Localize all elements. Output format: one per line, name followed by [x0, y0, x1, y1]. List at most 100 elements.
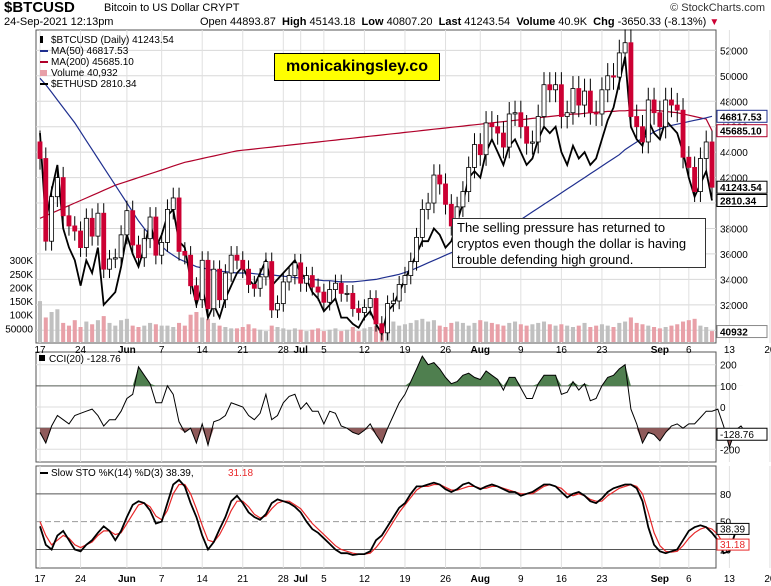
- candle-body: [298, 262, 304, 284]
- volume-bar: [194, 312, 199, 342]
- candle-body: [419, 209, 425, 238]
- candle-body: [315, 286, 321, 293]
- candle-body: [593, 112, 599, 115]
- x-tick-label-top: 7: [159, 345, 165, 356]
- symbol-title: $BTCUSD: [4, 0, 75, 16]
- volume-bar: [646, 325, 651, 342]
- volume-bar: [426, 321, 431, 342]
- candle-body: [211, 268, 217, 310]
- volume-bar: [373, 325, 379, 342]
- price-value-tag-label: 46817.53: [720, 112, 762, 123]
- candle-body: [275, 303, 280, 311]
- candle-body: [692, 167, 698, 192]
- candle-body: [541, 84, 547, 117]
- price-value-tag: [716, 109, 768, 123]
- x-tick-label-top: 19: [399, 345, 411, 356]
- volume-bar: [704, 327, 709, 342]
- volume-bar: [437, 325, 442, 342]
- x-tick-label-bottom: 28: [278, 574, 290, 585]
- candle-body: [686, 156, 692, 168]
- price-value-tag: [716, 124, 768, 138]
- candle-body: [286, 275, 292, 283]
- x-tick-label-bottom: 17: [34, 574, 46, 585]
- candle-body: [408, 261, 414, 276]
- cci-y-tick: 0: [720, 403, 726, 414]
- candle-body: [107, 258, 112, 270]
- chg-label: Chg: [593, 16, 615, 28]
- candle-body: [396, 284, 402, 302]
- candle-body: [205, 259, 211, 310]
- volume-bar: [686, 320, 691, 342]
- volume-bar: [246, 324, 251, 342]
- x-tick-label-top: 24: [75, 345, 87, 356]
- volume-bar: [165, 325, 170, 342]
- candle-body: [448, 203, 454, 227]
- x-tick-label-top: 6: [686, 345, 692, 356]
- sto-title: Slow STO %K(14) %D(3) 38.39,: [51, 468, 194, 479]
- annotation-note: The selling pressure has returned to cry…: [452, 218, 706, 268]
- candle-body: [222, 272, 228, 301]
- x-tick-label-bottom: 9: [518, 574, 524, 585]
- last-label: Last: [438, 16, 462, 28]
- volume-bar: [605, 325, 610, 342]
- volume-bar: [37, 301, 43, 342]
- volume-bar: [113, 325, 118, 342]
- volume-bar: [177, 322, 182, 342]
- volume-bar: [223, 327, 228, 342]
- x-tick-label-bottom: 14: [197, 574, 209, 585]
- volume-bar: [252, 328, 257, 342]
- x-tick-label-top: Jun: [118, 345, 136, 356]
- volume-bar: [576, 325, 581, 342]
- low-label: Low: [361, 16, 384, 28]
- volume-bar: [669, 325, 674, 342]
- sto-y-tick: 20: [720, 545, 732, 556]
- candle-body: [95, 212, 101, 237]
- volume-bar: [709, 331, 715, 342]
- volume-bar: [588, 327, 593, 342]
- candle-body: [524, 126, 530, 144]
- volume-bar: [345, 329, 350, 342]
- volume-bar: [240, 327, 245, 342]
- sto-value-tag: [716, 522, 750, 535]
- volume-bar: [310, 329, 315, 342]
- volume-bar: [420, 318, 425, 342]
- candle-body: [60, 177, 66, 217]
- candle-body: [379, 323, 385, 334]
- volume-bar: [460, 322, 465, 342]
- last-value: 41243.54: [464, 16, 511, 28]
- candle-body: [558, 84, 564, 117]
- candle-body: [634, 116, 640, 128]
- candle-body: [535, 116, 541, 143]
- candle-body: [234, 254, 240, 261]
- cci-y-tick: 200: [720, 361, 737, 372]
- volume-bar: [397, 325, 402, 342]
- volume-bar: [229, 328, 234, 342]
- volume-bar: [119, 320, 124, 342]
- x-tick-label-bottom: 7: [159, 574, 165, 585]
- price-y-tick: 32000: [720, 301, 748, 312]
- candle-body: [495, 126, 501, 134]
- candle-body: [605, 75, 611, 91]
- volume-bar: [513, 321, 518, 342]
- cci-y-tick: -200: [720, 445, 740, 456]
- candle-body: [246, 268, 251, 285]
- x-tick-label-bottom: 20: [764, 574, 771, 585]
- stockcharts-credit: © StockCharts.com: [670, 2, 765, 14]
- volume-label: Volume: [516, 16, 556, 28]
- candle-body: [611, 75, 616, 78]
- candle-body: [78, 230, 83, 248]
- x-tick-label-bottom: Jul: [293, 574, 308, 585]
- volume-y-tick: 250K: [10, 270, 34, 281]
- volume-bar: [495, 324, 500, 342]
- volume-bar: [541, 321, 547, 342]
- candle-body: [547, 84, 553, 91]
- volume-bar: [518, 324, 523, 342]
- x-tick-label-top: 5: [321, 345, 327, 356]
- x-tick-label-top: 28: [278, 345, 290, 356]
- volume-bar: [362, 328, 367, 342]
- x-tick-label-top: Aug: [471, 345, 490, 356]
- candle-body: [263, 261, 269, 278]
- candle-body: [280, 281, 286, 304]
- candle-body: [170, 197, 176, 210]
